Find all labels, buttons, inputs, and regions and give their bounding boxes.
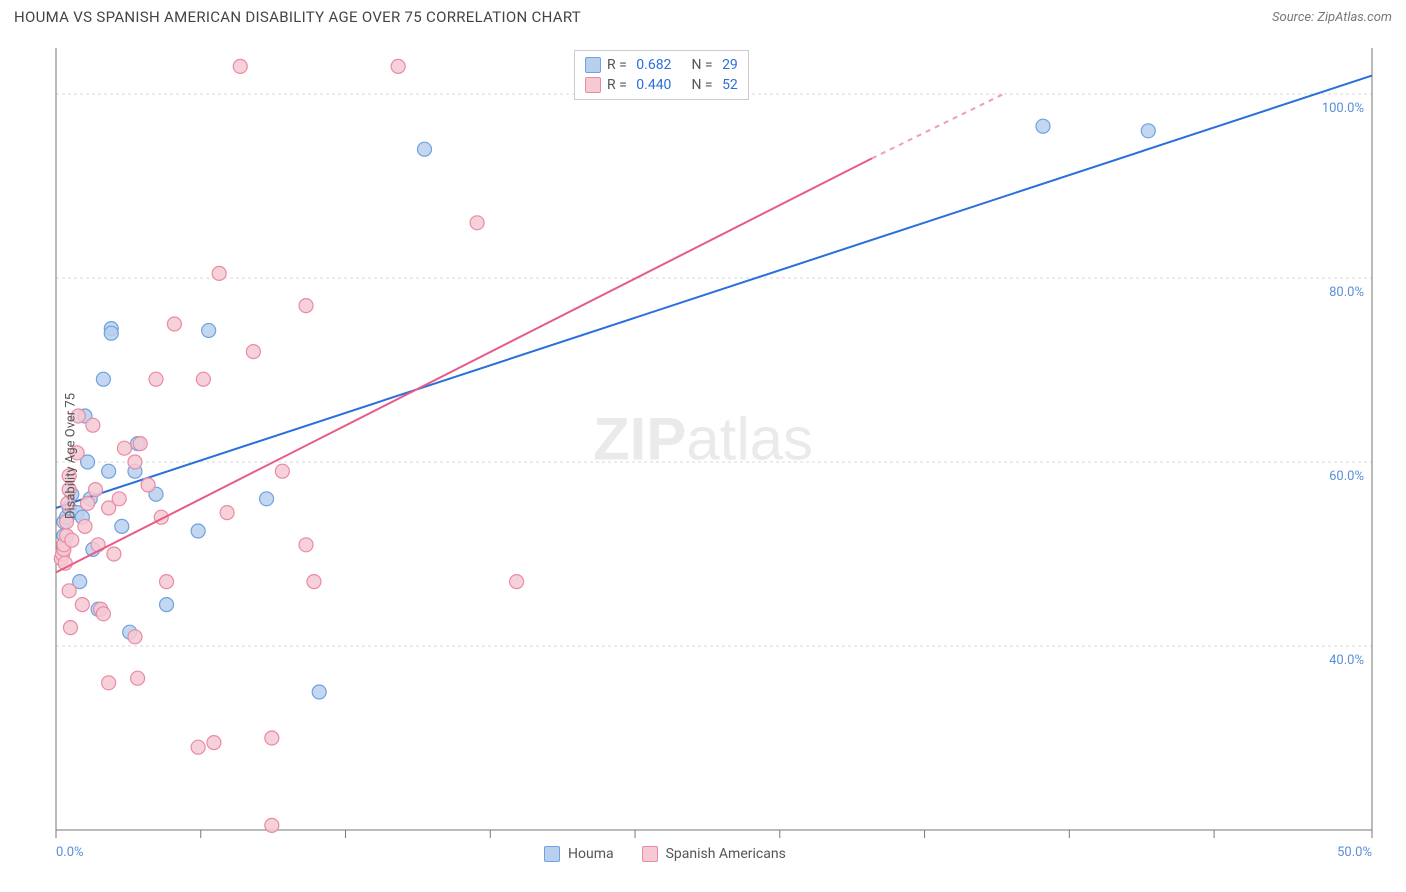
- data-point-houma: [115, 519, 129, 533]
- data-point-spanish: [299, 299, 313, 313]
- data-point-spanish: [107, 547, 121, 561]
- data-point-spanish: [133, 437, 147, 451]
- trendline-houma: [56, 76, 1372, 508]
- data-point-spanish: [65, 533, 79, 547]
- legend-label: Houma: [568, 846, 614, 862]
- data-point-spanish: [212, 266, 226, 280]
- data-point-spanish: [391, 59, 405, 73]
- chart-source: Source: ZipAtlas.com: [1272, 10, 1392, 25]
- y-axis-label: Disability Age Over 75: [64, 393, 79, 519]
- chart-title: HOUMA VS SPANISH AMERICAN DISABILITY AGE…: [14, 8, 581, 26]
- data-point-spanish: [470, 216, 484, 230]
- legend-n-value: 29: [722, 55, 738, 75]
- data-point-spanish: [160, 575, 174, 589]
- data-point-houma: [312, 685, 326, 699]
- data-point-spanish: [275, 464, 289, 478]
- data-point-spanish: [265, 818, 279, 832]
- x-tick-label: 50.0%: [1337, 845, 1372, 860]
- swatch-houma: [585, 57, 601, 73]
- data-point-spanish: [131, 671, 145, 685]
- legend-label: Spanish Americans: [666, 846, 786, 862]
- data-point-spanish: [128, 455, 142, 469]
- data-point-spanish: [191, 740, 205, 754]
- data-point-spanish: [149, 372, 163, 386]
- data-point-spanish: [307, 575, 321, 589]
- legend-row-houma: R = 0.682 N = 29: [585, 55, 738, 75]
- swatch-spanish: [642, 846, 658, 862]
- y-tick-label: 40.0%: [1329, 653, 1364, 668]
- data-point-houma: [417, 142, 431, 156]
- data-point-spanish: [299, 538, 313, 552]
- legend-item-spanish: Spanish Americans: [642, 846, 786, 862]
- data-point-spanish: [81, 496, 95, 510]
- data-point-spanish: [220, 506, 234, 520]
- legend-r-label: R =: [607, 75, 630, 95]
- data-point-spanish: [88, 483, 102, 497]
- swatch-spanish: [585, 77, 601, 93]
- data-point-spanish: [75, 598, 89, 612]
- data-point-houma: [191, 524, 205, 538]
- swatch-houma: [544, 846, 560, 862]
- correlation-legend: R = 0.682 N = 29 R = 0.440 N = 52: [574, 50, 749, 100]
- scatter-chart: 0.0% 50.0% 40.0% 60.0% 80.0% 100.0%: [14, 40, 1392, 872]
- legend-r-value: 0.440: [636, 75, 671, 95]
- data-point-spanish: [86, 418, 100, 432]
- legend-r-value: 0.682: [636, 55, 671, 75]
- data-point-spanish: [96, 607, 110, 621]
- data-point-houma: [96, 372, 110, 386]
- data-point-spanish: [141, 478, 155, 492]
- legend-r-label: R =: [607, 55, 630, 75]
- trendline-spanish: [56, 158, 872, 572]
- chart-container: Disability Age Over 75 ZIPatlas 0.0%50.0…: [14, 40, 1392, 872]
- data-point-spanish: [63, 621, 77, 635]
- series-legend: Houma Spanish Americans: [544, 846, 786, 862]
- data-point-spanish: [91, 538, 105, 552]
- data-point-spanish: [167, 317, 181, 331]
- data-point-houma: [102, 464, 116, 478]
- data-point-houma: [1141, 124, 1155, 138]
- data-point-spanish: [62, 584, 76, 598]
- legend-n-label: N =: [691, 55, 716, 75]
- data-point-houma: [160, 598, 174, 612]
- data-point-spanish: [128, 630, 142, 644]
- data-point-spanish: [196, 372, 210, 386]
- y-tick-label: 80.0%: [1329, 285, 1364, 300]
- trendline-dashed-spanish: [872, 94, 1004, 158]
- chart-header: HOUMA VS SPANISH AMERICAN DISABILITY AGE…: [0, 0, 1406, 32]
- legend-n-label: N =: [691, 75, 716, 95]
- legend-row-spanish: R = 0.440 N = 52: [585, 75, 738, 95]
- legend-item-houma: Houma: [544, 846, 614, 862]
- data-point-spanish: [78, 519, 92, 533]
- data-point-spanish: [510, 575, 524, 589]
- data-point-spanish: [102, 676, 116, 690]
- data-point-spanish: [207, 736, 221, 750]
- x-tick-label: 0.0%: [56, 845, 84, 860]
- data-point-spanish: [117, 441, 131, 455]
- data-point-houma: [202, 323, 216, 337]
- data-point-houma: [1036, 119, 1050, 133]
- data-point-spanish: [112, 492, 126, 506]
- data-point-spanish: [233, 59, 247, 73]
- data-point-houma: [260, 492, 274, 506]
- legend-n-value: 52: [722, 75, 738, 95]
- data-point-spanish: [246, 345, 260, 359]
- y-tick-label: 100.0%: [1322, 101, 1364, 116]
- y-tick-label: 60.0%: [1329, 469, 1364, 484]
- data-point-houma: [104, 326, 118, 340]
- data-point-spanish: [265, 731, 279, 745]
